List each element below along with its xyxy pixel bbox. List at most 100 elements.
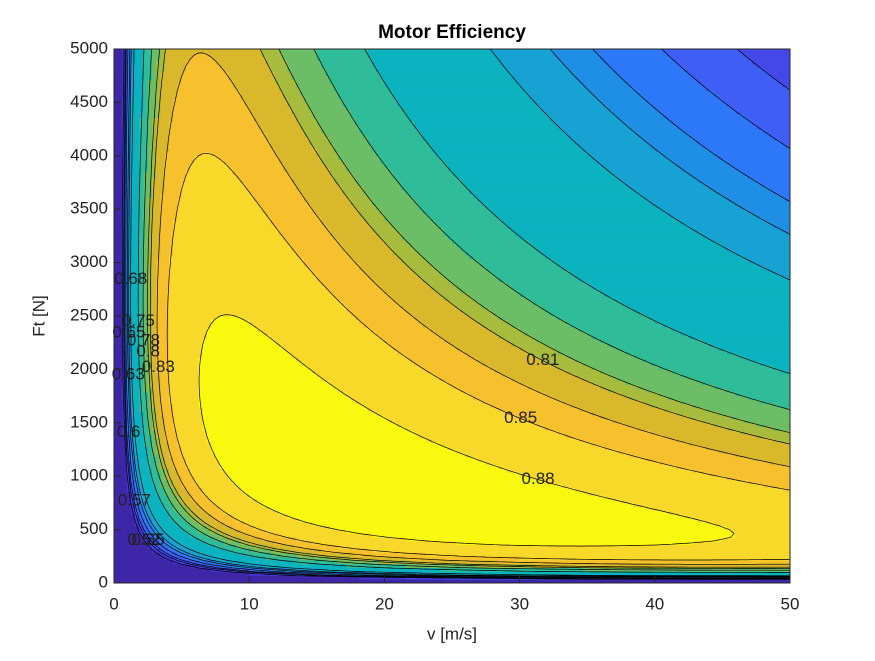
contour-fill bbox=[152, 189, 165, 195]
contour-fill bbox=[359, 124, 415, 130]
contour-fill bbox=[616, 71, 689, 76]
contour-fill bbox=[152, 197, 161, 202]
contour-fill bbox=[291, 178, 334, 183]
contour-fill bbox=[135, 479, 140, 485]
contour-fill bbox=[283, 52, 318, 57]
contour-fill bbox=[198, 395, 351, 401]
contour-fill bbox=[114, 60, 123, 65]
contour-fill bbox=[160, 48, 165, 54]
contour-fill bbox=[688, 441, 791, 446]
contour-fill bbox=[143, 433, 153, 439]
contour-fill bbox=[190, 468, 225, 473]
contour-fill bbox=[591, 411, 677, 416]
contour-fill bbox=[126, 155, 132, 160]
contour-fill bbox=[388, 342, 453, 347]
contour-fill bbox=[143, 376, 149, 382]
contour-fill bbox=[198, 391, 347, 397]
contour-fill bbox=[413, 247, 461, 252]
contour-fill bbox=[126, 372, 132, 378]
contour-fill bbox=[329, 140, 368, 145]
contour-fill bbox=[316, 277, 373, 282]
contour-fill bbox=[139, 250, 144, 256]
contour-fill bbox=[785, 197, 791, 202]
contour-fill bbox=[164, 487, 174, 492]
contour-fill bbox=[114, 300, 123, 305]
contour-fill bbox=[709, 147, 791, 153]
contour-fill bbox=[747, 174, 791, 179]
contour-fill bbox=[114, 113, 123, 118]
contour-fill bbox=[168, 342, 204, 347]
contour-fill bbox=[114, 433, 127, 439]
contour-fill bbox=[553, 117, 622, 122]
contour-fill bbox=[198, 483, 237, 488]
contour-fill bbox=[295, 83, 334, 88]
contour-fill bbox=[299, 90, 339, 96]
contour-fill bbox=[114, 552, 161, 557]
contour-fill bbox=[135, 430, 144, 435]
contour-fill bbox=[206, 563, 220, 569]
contour-fill bbox=[139, 159, 149, 164]
contour-fill bbox=[130, 193, 140, 199]
contour-fill bbox=[139, 483, 144, 488]
contour-fill bbox=[143, 60, 153, 65]
contour-fill bbox=[181, 502, 187, 508]
contour-fill bbox=[287, 60, 322, 65]
contour-fill bbox=[135, 90, 144, 96]
contour-fill bbox=[553, 346, 618, 351]
contour-fill bbox=[519, 472, 711, 477]
contour-fill bbox=[143, 220, 149, 225]
contour-fill bbox=[768, 132, 791, 138]
contour-fill bbox=[490, 403, 571, 408]
contour-fill bbox=[130, 353, 140, 359]
contour-fill bbox=[287, 514, 685, 519]
contour-fill bbox=[177, 441, 212, 446]
contour-fill bbox=[650, 102, 727, 107]
contour-fill bbox=[270, 144, 313, 149]
contour-fill bbox=[156, 517, 174, 523]
contour-fill bbox=[130, 403, 140, 408]
contour-fill bbox=[114, 437, 127, 443]
contour-fill bbox=[240, 315, 356, 321]
contour-fill bbox=[447, 163, 601, 168]
contour-fill bbox=[139, 460, 149, 466]
contour-fill bbox=[147, 83, 157, 88]
contour-fill bbox=[380, 334, 440, 340]
contour-fill bbox=[114, 350, 123, 355]
contour-fill bbox=[156, 418, 165, 424]
contour-fill bbox=[143, 369, 149, 374]
contour-fill bbox=[359, 319, 419, 324]
contour-fill bbox=[160, 201, 178, 206]
contour-fill bbox=[633, 86, 706, 92]
contour-fill bbox=[114, 395, 123, 401]
contour-fill bbox=[114, 90, 123, 96]
contour-fill bbox=[152, 315, 157, 321]
contour-fill bbox=[152, 170, 157, 176]
contour-fill bbox=[671, 369, 782, 374]
contour-fill bbox=[114, 117, 123, 122]
contour-fill bbox=[283, 346, 394, 351]
contour-line bbox=[122, 49, 790, 580]
contour-fill bbox=[114, 418, 123, 424]
contour-fill bbox=[147, 334, 153, 340]
contour-fill bbox=[135, 407, 140, 412]
contour-fill bbox=[160, 105, 174, 111]
contour-fill bbox=[502, 372, 575, 378]
contour-fill bbox=[363, 216, 385, 221]
contour-fill bbox=[114, 426, 123, 431]
contour-fill bbox=[143, 353, 149, 359]
contour-fill bbox=[363, 269, 415, 275]
contour-fill bbox=[291, 71, 326, 76]
contour-fill bbox=[152, 273, 157, 279]
contour-fill bbox=[130, 102, 144, 107]
contour-fill bbox=[164, 544, 170, 549]
contour-fill bbox=[168, 384, 199, 389]
contour-fill bbox=[249, 540, 275, 546]
contour-fill bbox=[582, 376, 618, 382]
contour-fill bbox=[253, 197, 305, 202]
contour-fill bbox=[135, 426, 144, 431]
contour-fill bbox=[561, 60, 605, 65]
contour-fill bbox=[143, 494, 161, 500]
contour-fill bbox=[114, 342, 123, 347]
contour-fill bbox=[160, 464, 165, 469]
contour-fill bbox=[747, 56, 791, 61]
